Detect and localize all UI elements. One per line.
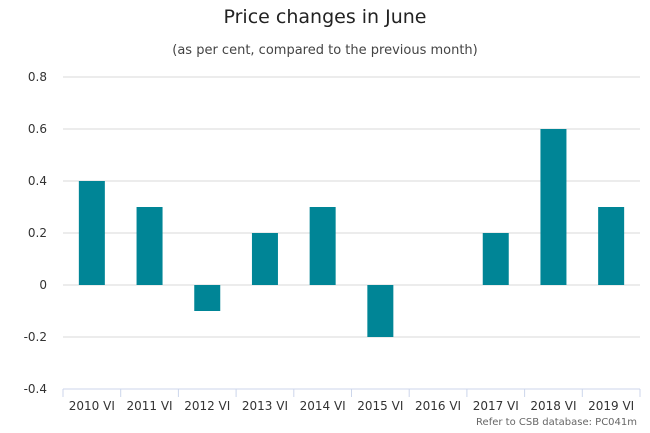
bar <box>136 207 163 285</box>
y-tick-label: 0.2 <box>28 226 47 240</box>
bar <box>598 207 625 285</box>
x-tick-label: 2019 VI <box>588 399 634 413</box>
y-tick-label: 0.6 <box>28 122 47 136</box>
bar <box>251 233 278 285</box>
x-tick-label: 2016 VI <box>415 399 461 413</box>
x-tick-label: 2013 VI <box>242 399 288 413</box>
chart-subtitle: (as per cent, compared to the previous m… <box>172 43 478 58</box>
bar <box>482 233 509 285</box>
x-tick-label: 2014 VI <box>300 399 346 413</box>
x-tick-label: 2010 VI <box>69 399 115 413</box>
bar <box>540 129 567 285</box>
chart-title: Price changes in June <box>223 6 427 28</box>
x-tick-label: 2011 VI <box>126 399 172 413</box>
credit-link[interactable]: Refer to CSB database: PC041m <box>476 417 637 428</box>
y-tick-label: -0.4 <box>24 382 47 396</box>
x-tick-label: 2015 VI <box>357 399 403 413</box>
x-tick-label: 2018 VI <box>530 399 576 413</box>
x-tick-label: 2017 VI <box>473 399 519 413</box>
bar <box>309 207 336 285</box>
bar <box>367 285 394 337</box>
y-tick-label: -0.2 <box>24 330 47 344</box>
bar <box>194 285 221 311</box>
y-tick-label: 0.8 <box>28 70 47 84</box>
bar <box>78 181 105 285</box>
y-tick-label: 0.4 <box>28 174 47 188</box>
x-tick-label: 2012 VI <box>184 399 230 413</box>
y-tick-label: 0 <box>39 278 47 292</box>
